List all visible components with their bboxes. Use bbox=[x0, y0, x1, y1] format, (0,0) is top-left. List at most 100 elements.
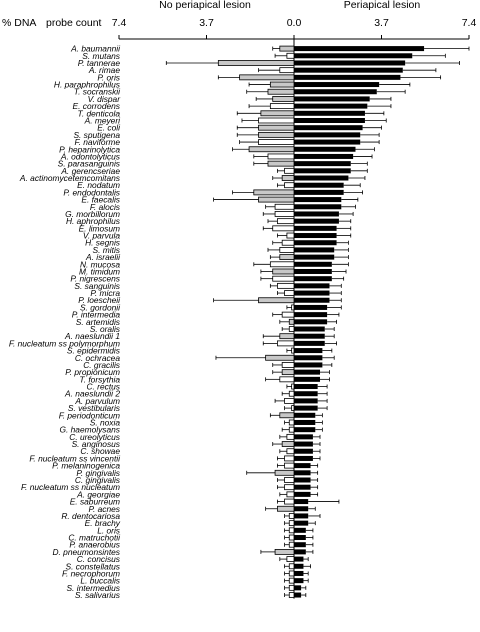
category-label-h-paraphrophilus: H. paraphrophilus bbox=[54, 80, 121, 90]
bar-no-lesion-m-timidum bbox=[272, 268, 295, 275]
bar-lesion-p-tannerae bbox=[294, 60, 406, 66]
category-label-f-necrophorum: F. necrophorum bbox=[62, 568, 120, 578]
category-label-s-epidermidis: S. epidermidis bbox=[67, 346, 121, 356]
bar-lesion-s-oralis bbox=[294, 326, 325, 332]
bar-lesion-s-gordonii bbox=[294, 304, 328, 310]
bar-lesion-c-ureolyticus bbox=[294, 434, 313, 440]
bar-no-lesion-f-periodonticum bbox=[279, 412, 295, 419]
bar-no-lesion-e-saburreum bbox=[284, 498, 295, 505]
bar-no-lesion-s-noxia bbox=[288, 419, 295, 426]
bar-lesion-a-naeslundii-2 bbox=[294, 391, 318, 397]
category-label-s-sputigena: S. sputigena bbox=[73, 130, 120, 140]
bar-lesion-a-baumannii bbox=[294, 46, 425, 52]
bar-lesion-f-naviforme bbox=[294, 139, 361, 145]
category-label-s-oralis: S. oralis bbox=[90, 324, 121, 334]
bar-no-lesion-c-concisus bbox=[286, 556, 295, 562]
bar-lesion-g-haemolysans bbox=[294, 427, 316, 433]
bar-lesion-d-pneumonsintes bbox=[294, 549, 306, 555]
bar-lesion-v-dispar bbox=[294, 96, 370, 102]
bar-lesion-r-dentocariosa bbox=[294, 513, 309, 519]
bar-no-lesion-c-ochracea bbox=[265, 354, 295, 361]
category-label-a-naeslundii-2: A. naeslundii 2 bbox=[64, 389, 120, 399]
category-label-p-propionicum: P. propionicum bbox=[65, 367, 120, 377]
category-label-c-rectus: C. rectus bbox=[86, 382, 120, 392]
bar-lesion-p-nigrescens bbox=[294, 276, 332, 282]
bar-no-lesion-a-baumannii bbox=[279, 45, 295, 52]
bar-lesion-a-israelii bbox=[294, 254, 335, 260]
bar-lesion-a-georgiae bbox=[294, 491, 311, 497]
bar-lesion-a-meyeri bbox=[294, 117, 365, 123]
bar-no-lesion-p-anaerobius bbox=[288, 541, 295, 548]
bar-lesion-p-endodontalis bbox=[294, 189, 344, 195]
bar-lesion-p-oris bbox=[294, 74, 401, 80]
bar-no-lesion-s-mitis bbox=[279, 247, 295, 253]
category-label-s-vestibularis: S. vestibularis bbox=[68, 403, 121, 413]
category-label-t-denticola: T. denticola bbox=[77, 108, 120, 118]
category-label-p-loescheii: P. loescheii bbox=[78, 295, 121, 305]
bar-no-lesion-s-sanguinis bbox=[277, 282, 295, 289]
category-label-f-alocis: F. alocis bbox=[90, 202, 121, 212]
bar-no-lesion-a-georgiae bbox=[286, 491, 295, 498]
bar-lesion-g-morbillorum bbox=[294, 211, 339, 217]
bar-no-lesion-c-showae bbox=[286, 448, 295, 455]
bar-no-lesion-f-alocis bbox=[274, 203, 295, 210]
category-label-s-parasanguinis: S. parasanguinis bbox=[58, 159, 121, 169]
category-label-a-naeslundii-1: A. naeslundii 1 bbox=[64, 331, 120, 341]
bar-no-lesion-s-epidermidis bbox=[291, 347, 295, 354]
bar-no-lesion-p-acnes bbox=[277, 505, 295, 512]
bar-no-lesion-a-rimae bbox=[279, 67, 295, 74]
category-label-n-mucosa: N. mucosa bbox=[80, 259, 120, 269]
category-label-p-micra: P. micra bbox=[90, 288, 120, 298]
bar-lesion-f-periodonticum bbox=[294, 412, 316, 418]
category-label-e-limosum: E. limosum bbox=[79, 223, 120, 233]
category-label-h-aphrophilus: H. aphrophilus bbox=[66, 216, 121, 226]
bar-lesion-s-mitis bbox=[294, 247, 335, 253]
bar-lesion-e-brachy bbox=[294, 520, 309, 526]
bar-no-lesion-e-nodatum bbox=[284, 182, 295, 189]
category-label-s-sanguinis: S. sanguinis bbox=[74, 281, 120, 291]
bar-lesion-s-constellatus bbox=[294, 563, 304, 569]
category-label-p-oris: P. oris bbox=[97, 72, 120, 82]
bar-no-lesion-s-sputigena bbox=[258, 131, 295, 138]
category-label-a-rimae: A. rimae bbox=[88, 65, 121, 75]
bar-no-lesion-p-intermedia bbox=[281, 311, 295, 318]
bar-no-lesion-p-heparinolytica bbox=[248, 146, 295, 153]
bar-no-lesion-h-segnis bbox=[281, 239, 295, 246]
category-label-p-intermedia: P. intermedia bbox=[72, 310, 121, 320]
bar-no-lesion-t-denticola bbox=[260, 110, 295, 117]
category-label-e-nodatum: E. nodatum bbox=[77, 180, 120, 190]
bar-lesion-c-gracilis bbox=[294, 362, 323, 368]
bar-lesion-a-naeslundii-1 bbox=[294, 333, 325, 339]
bar-lesion-e-corrodens bbox=[294, 103, 368, 109]
bar-lesion-p-propionicum bbox=[294, 369, 321, 375]
bar-no-lesion-a-naeslundii-1 bbox=[279, 333, 295, 340]
bar-lesion-p-heparinolytica bbox=[294, 146, 356, 152]
bar-lesion-c-gingivalis bbox=[294, 477, 311, 483]
bar-no-lesion-p-micra bbox=[284, 290, 295, 296]
bar-no-lesion-a-naeslundii-2 bbox=[288, 390, 295, 397]
bar-no-lesion-e-brachy bbox=[288, 520, 295, 527]
bar-lesion-h-paraphrophilus bbox=[294, 82, 380, 88]
bar-lesion-c-concisus bbox=[294, 556, 304, 562]
bar-lesion-p-intermedia bbox=[294, 312, 328, 318]
bar-no-lesion-v-dispar bbox=[272, 96, 295, 102]
bar-no-lesion-a-parvulum bbox=[284, 398, 295, 404]
bar-no-lesion-s-constellatus bbox=[288, 563, 295, 570]
bar-lesion-s-salivarius bbox=[294, 592, 302, 598]
category-label-l-buccalis: L. buccalis bbox=[80, 576, 120, 586]
bar-lesion-s-artemidis bbox=[294, 319, 328, 325]
bar-lesion-s-intermedius bbox=[294, 585, 302, 591]
bar-lesion-a-actinomycetemcomitans bbox=[294, 175, 349, 181]
bar-lesion-t-denticola bbox=[294, 110, 365, 116]
bar-lesion-s-mutans bbox=[294, 53, 413, 59]
bar-lesion-c-rectus bbox=[294, 384, 318, 390]
category-label-a-parvulum: A. parvulum bbox=[74, 396, 120, 406]
category-label-f-nucleatum-ss-nucleatum: F. nucleatum ss nucleatum bbox=[21, 482, 120, 492]
bar-lesion-c-ochracea bbox=[294, 355, 323, 361]
bar-lesion-f-nucleatum-ss-vincentii bbox=[294, 455, 313, 461]
bar-lesion-e-limosum bbox=[294, 225, 337, 231]
bar-no-lesion-a-israelii bbox=[279, 254, 295, 261]
x-tick-label: 3.7 bbox=[199, 17, 214, 29]
